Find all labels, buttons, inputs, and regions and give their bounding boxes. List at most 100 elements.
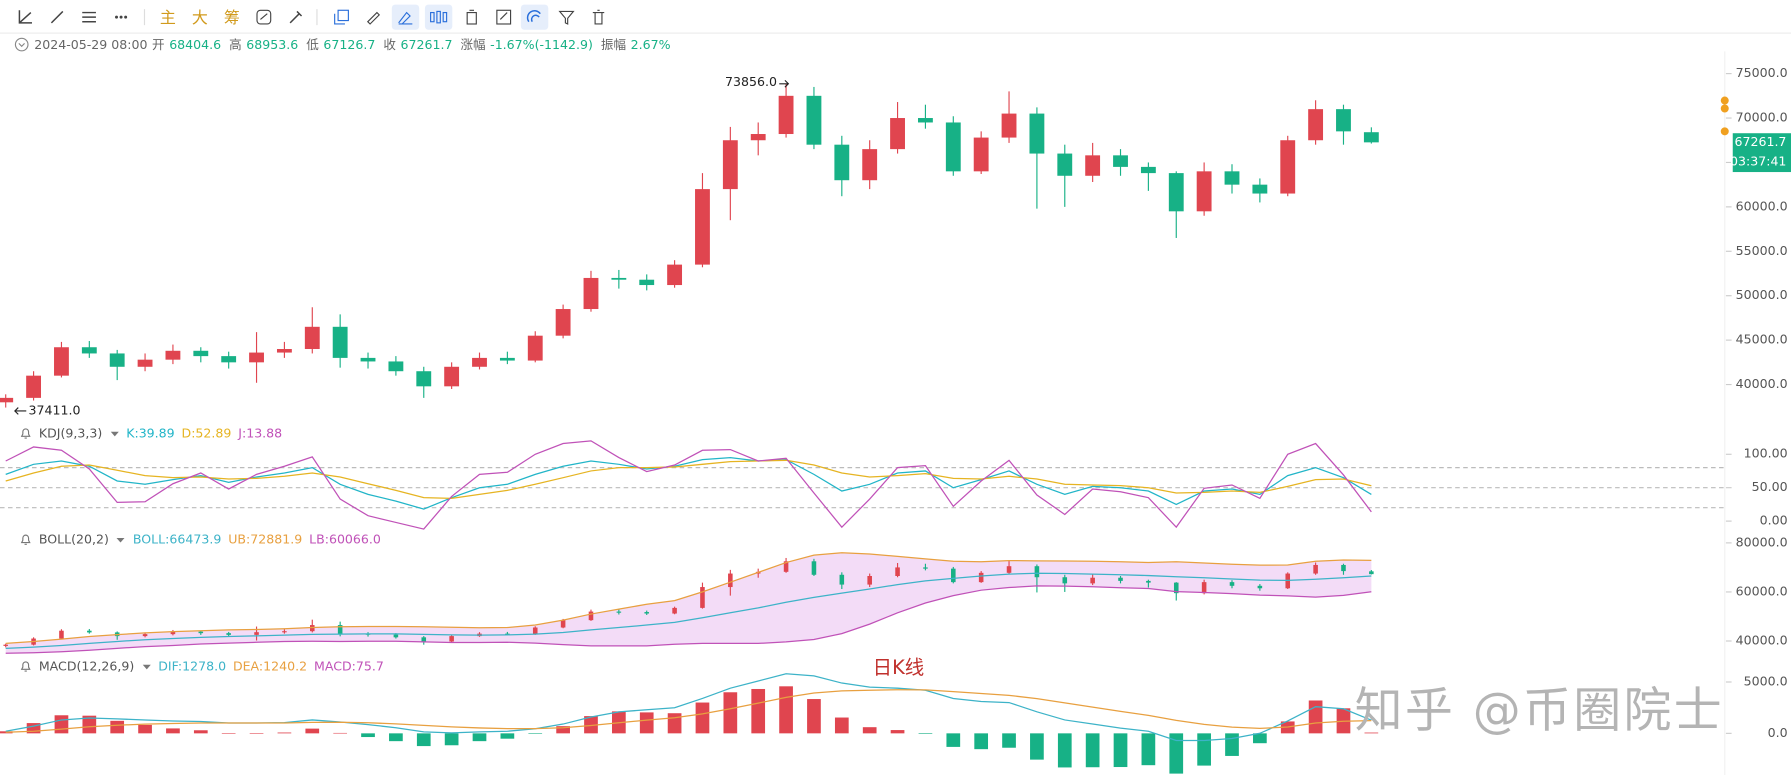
tool-icon[interactable] bbox=[458, 5, 485, 30]
y-tick-label: 75000.0 bbox=[1736, 65, 1788, 80]
marker-icon[interactable] bbox=[1720, 104, 1729, 113]
collapse-icon[interactable] bbox=[14, 37, 30, 53]
candle-body bbox=[1057, 153, 1073, 176]
tool-icon[interactable] bbox=[11, 5, 38, 30]
histogram-bar bbox=[639, 712, 654, 734]
indicator-line bbox=[5, 459, 1372, 499]
histogram-bar bbox=[862, 727, 877, 734]
icon bbox=[592, 9, 605, 25]
tool-icon[interactable] bbox=[360, 5, 387, 30]
candle-body bbox=[1006, 566, 1012, 573]
indicator-line bbox=[5, 440, 1372, 530]
tool-icon[interactable] bbox=[424, 4, 453, 30]
y-tick-label: 60000.0 bbox=[1736, 198, 1788, 213]
watermark: 知乎 @币圈院士 bbox=[1354, 681, 1725, 738]
candle-body bbox=[839, 574, 845, 585]
dropdown-icon[interactable] bbox=[141, 661, 151, 671]
field-value: 2.67% bbox=[630, 37, 671, 52]
tool-icon[interactable] bbox=[75, 5, 102, 30]
indicator-line bbox=[5, 552, 1372, 645]
field-value: 67261.7 bbox=[400, 37, 453, 52]
field-label: 涨幅 bbox=[460, 37, 486, 53]
icon bbox=[18, 10, 32, 24]
y-tick-label: 100.00 bbox=[1744, 446, 1788, 461]
candle-body bbox=[360, 357, 376, 362]
histogram-bar bbox=[890, 730, 905, 734]
price-tag bbox=[1732, 133, 1791, 173]
candle-body bbox=[834, 144, 850, 181]
y-tick-label: 5000.0 bbox=[1744, 673, 1788, 688]
candle-body bbox=[87, 630, 92, 633]
candle-body bbox=[644, 612, 650, 614]
histogram-bar bbox=[1253, 733, 1267, 744]
histogram-bar bbox=[556, 726, 570, 734]
candle-body bbox=[695, 189, 710, 265]
tool-icon[interactable] bbox=[328, 5, 355, 30]
separator bbox=[316, 9, 318, 26]
candle-body bbox=[1196, 171, 1212, 212]
separator bbox=[143, 9, 146, 26]
icon bbox=[142, 664, 151, 670]
histogram-bar bbox=[1197, 733, 1211, 766]
candle-body bbox=[54, 347, 69, 376]
candle-body bbox=[421, 637, 427, 642]
legend-entry: DEA:1240.2 bbox=[232, 659, 308, 674]
tool-icon[interactable] bbox=[520, 4, 549, 30]
candle-body bbox=[1113, 155, 1128, 167]
icon bbox=[398, 11, 413, 25]
marker-icon[interactable] bbox=[1720, 96, 1729, 105]
histogram-bar bbox=[444, 733, 459, 746]
histogram-bar bbox=[82, 715, 97, 734]
y-tick-label: 60000.0 bbox=[1736, 583, 1788, 598]
candle-body bbox=[1118, 577, 1123, 581]
tool-icon[interactable] bbox=[282, 5, 309, 30]
icon bbox=[110, 431, 119, 437]
alert-icon[interactable] bbox=[19, 660, 32, 673]
icon bbox=[20, 428, 31, 439]
candle-body bbox=[806, 95, 822, 145]
caption: 日K线 bbox=[872, 656, 925, 680]
candle-body bbox=[616, 611, 622, 613]
histogram-bar bbox=[1057, 733, 1072, 768]
candle-body bbox=[254, 632, 259, 635]
dropdown-icon[interactable] bbox=[116, 535, 126, 545]
alert-icon[interactable] bbox=[19, 533, 32, 546]
candle-body bbox=[1173, 582, 1179, 594]
marker-icon[interactable] bbox=[1720, 127, 1729, 136]
indicator-line bbox=[5, 572, 1372, 649]
histogram-bar bbox=[584, 716, 598, 734]
tool-text[interactable]: 大 bbox=[191, 9, 208, 28]
candle-body bbox=[1280, 140, 1296, 194]
histogram-bar bbox=[1364, 732, 1379, 734]
y-tick-label: 0.0 bbox=[1768, 725, 1788, 740]
tool-icon[interactable] bbox=[250, 5, 277, 30]
countdown-label: 03:37:41 bbox=[1730, 153, 1786, 168]
icon bbox=[334, 9, 349, 25]
tool-icon[interactable] bbox=[553, 5, 580, 30]
candle-body bbox=[1313, 564, 1318, 574]
candle-body bbox=[505, 633, 510, 635]
candle-body bbox=[700, 587, 705, 608]
candle-body bbox=[1140, 166, 1156, 174]
tool-icon[interactable] bbox=[107, 5, 134, 30]
field-value: 68953.6 bbox=[246, 37, 299, 52]
tool-icon[interactable] bbox=[490, 5, 517, 30]
tool-icon[interactable] bbox=[585, 5, 612, 30]
tool-icon[interactable] bbox=[391, 4, 420, 30]
legend-entry: MACD:75.7 bbox=[313, 659, 384, 674]
indicator-name: MACD(12,26,9) bbox=[38, 659, 135, 674]
tool-text[interactable]: 筹 bbox=[223, 9, 240, 28]
dropdown-icon[interactable] bbox=[109, 428, 119, 438]
candle-body bbox=[811, 561, 817, 575]
tool-icon[interactable] bbox=[43, 5, 70, 30]
candle-body bbox=[722, 140, 738, 190]
y-tick-label: 80000.0 bbox=[1736, 534, 1788, 549]
histogram-bar bbox=[26, 723, 41, 734]
field-value: 67126.7 bbox=[323, 37, 376, 52]
candle-body bbox=[532, 627, 538, 635]
alert-icon[interactable] bbox=[19, 427, 32, 440]
histogram-bar bbox=[1141, 733, 1156, 766]
legend-entry: BOLL:66473.9 bbox=[132, 532, 222, 548]
tool-text[interactable]: 主 bbox=[159, 9, 176, 28]
